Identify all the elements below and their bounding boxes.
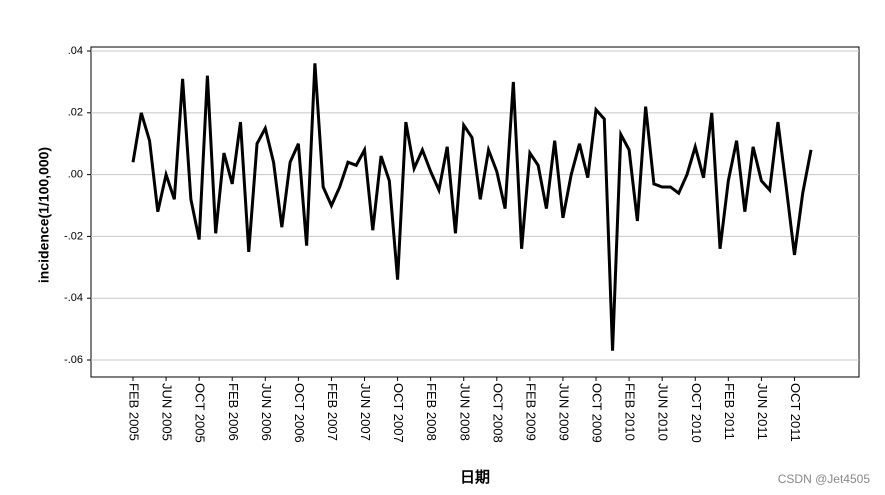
x-tick-label: FEB 2005 bbox=[127, 383, 142, 441]
plot-frame bbox=[90, 46, 860, 378]
y-axis-label: incidence(1/100,000) bbox=[36, 147, 52, 283]
y-tick-label: .00 bbox=[68, 169, 83, 181]
y-tick-label: -.06 bbox=[64, 354, 83, 366]
x-tick-label: OCT 2008 bbox=[490, 383, 505, 443]
x-tick-label: OCT 2010 bbox=[689, 383, 704, 443]
x-tick-label: JUN 2010 bbox=[656, 383, 671, 441]
x-tick-label: FEB 2007 bbox=[325, 383, 340, 441]
x-tick-label: FEB 2010 bbox=[623, 383, 638, 441]
x-tick-label: OCT 2006 bbox=[292, 383, 307, 443]
x-tick-label: JUN 2009 bbox=[557, 383, 572, 441]
x-tick-label: OCT 2005 bbox=[193, 383, 208, 443]
y-tick-label: .02 bbox=[68, 107, 83, 119]
watermark: CSDN @Jet4505 bbox=[778, 472, 871, 486]
x-tick-label: FEB 2008 bbox=[424, 383, 439, 441]
x-tick-label: JUN 2011 bbox=[755, 383, 770, 440]
x-tick-label: JUN 2007 bbox=[358, 383, 373, 441]
data-line bbox=[131, 63, 813, 351]
x-tick-label: FEB 2009 bbox=[523, 383, 538, 441]
x-tick-label: JUN 2005 bbox=[160, 383, 175, 441]
y-tick-label: -.02 bbox=[64, 230, 83, 242]
x-tick-label: JUN 2006 bbox=[259, 383, 274, 441]
y-tick-label: -.04 bbox=[64, 292, 83, 304]
x-tick-label: OCT 2007 bbox=[391, 383, 406, 443]
x-tick-label: JUN 2008 bbox=[457, 383, 472, 441]
x-tick-label: OCT 2009 bbox=[590, 383, 605, 443]
x-tick-label: FEB 2006 bbox=[226, 383, 241, 441]
x-tick-label: OCT 2011 bbox=[788, 383, 803, 442]
x-tick-label: FEB 2011 bbox=[722, 383, 737, 440]
y-tick-label: .04 bbox=[68, 45, 83, 57]
x-axis-label: 日期 bbox=[460, 468, 490, 486]
